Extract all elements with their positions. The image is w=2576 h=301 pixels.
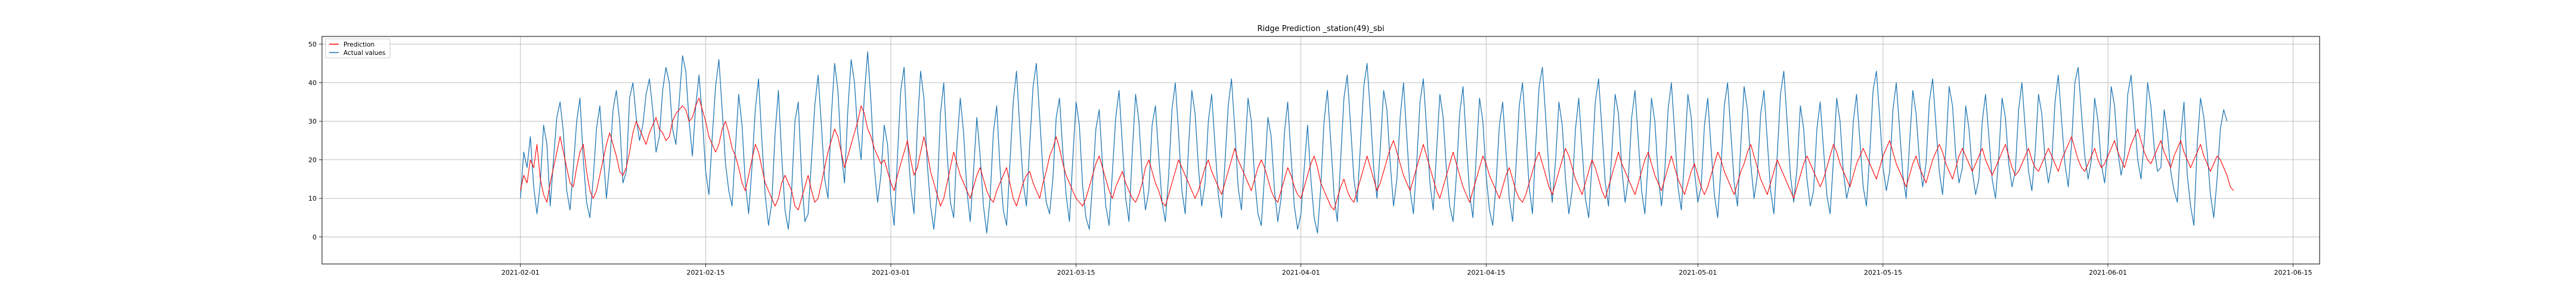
- legend: Prediction Actual values: [325, 38, 391, 59]
- y-tick-label: 0: [312, 234, 317, 241]
- x-tick-label: 2021-04-01: [1282, 269, 1320, 277]
- gridlines: [322, 36, 2320, 264]
- x-tick-label: 2021-04-15: [1467, 269, 1505, 277]
- y-tick-label: 40: [308, 79, 317, 87]
- series-line-prediction: [520, 97, 2234, 211]
- chart-title: Ridge Prediction _station(49)_sbi: [1257, 24, 1384, 33]
- y-tick-label: 30: [308, 118, 317, 125]
- x-tick-label: 2021-05-15: [1864, 269, 1902, 277]
- x-tick-label: 2021-02-01: [501, 269, 540, 277]
- legend-label-prediction: Prediction: [343, 41, 374, 48]
- y-tick-label: 20: [308, 156, 317, 164]
- x-tick-label: 2021-06-15: [2274, 269, 2312, 277]
- x-tick-label: 2021-06-01: [2089, 269, 2127, 277]
- plot-frame: [321, 36, 2320, 265]
- axes: 2021-02-01 2021-02-15 2021-03-01 2021-03-15…: [308, 41, 2312, 277]
- series-lines: [520, 51, 2234, 234]
- y-tick-label: 10: [308, 195, 317, 202]
- x-tick-label: 2021-05-01: [1679, 269, 1717, 277]
- x-tick-label: 2021-02-15: [686, 269, 724, 277]
- legend-label-actual-values: Actual values: [343, 50, 385, 57]
- x-tick-label: 2021-03-15: [1057, 269, 1095, 277]
- x-tick-label: 2021-03-01: [872, 269, 910, 277]
- legend-box: [325, 38, 391, 59]
- y-tick-label: 50: [308, 41, 317, 48]
- series-line-actual-values: [520, 51, 2228, 234]
